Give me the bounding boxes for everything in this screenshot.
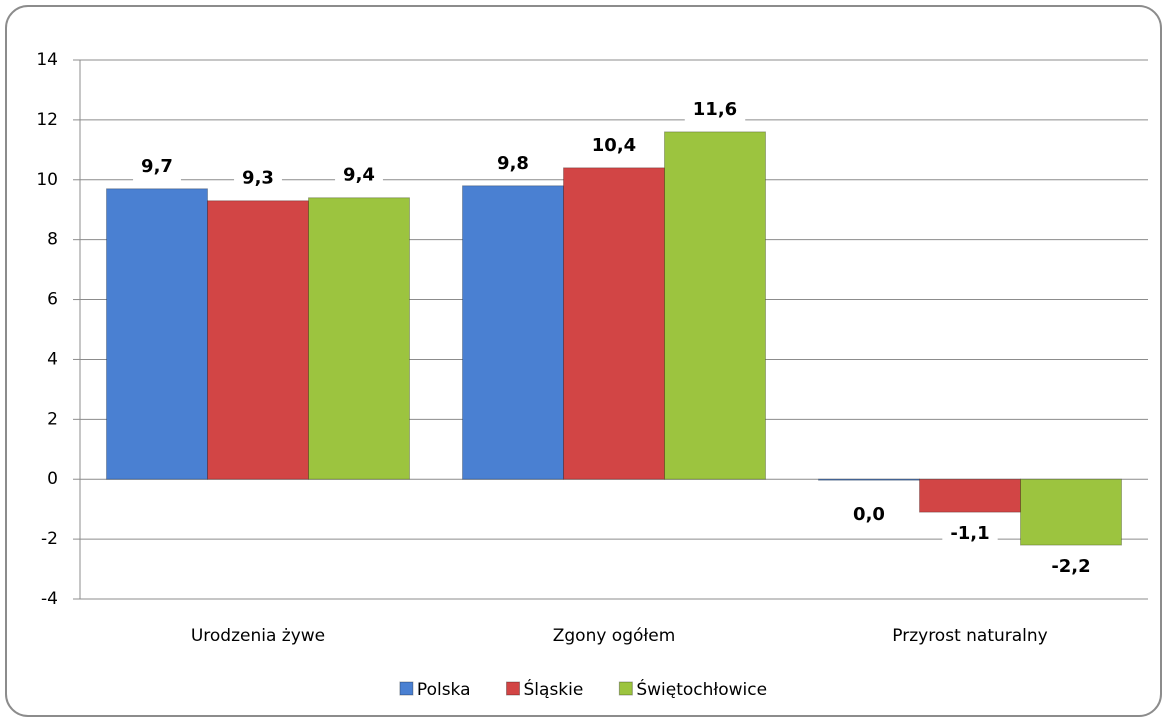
- bar: [818, 478, 920, 481]
- value-label-bg: [335, 161, 383, 190]
- y-tick-label: 14: [36, 50, 58, 70]
- value-label: 9,8: [497, 153, 529, 174]
- legend-swatch: [399, 681, 414, 696]
- y-tick-label: 12: [36, 110, 58, 130]
- y-tick-label: 0: [47, 469, 58, 489]
- value-label-bg: [845, 501, 893, 530]
- legend-swatch: [506, 681, 521, 696]
- value-label: 9,4: [343, 165, 375, 186]
- y-tick-label: -4: [41, 589, 58, 609]
- bar: [462, 185, 564, 480]
- x-tick-label: Zgony ogółem: [553, 626, 676, 646]
- value-label: 11,6: [693, 99, 737, 120]
- value-label: 9,3: [242, 168, 274, 189]
- bar: [308, 197, 410, 480]
- x-tick-label: Przyrost naturalny: [892, 626, 1047, 646]
- legend-swatch: [618, 681, 633, 696]
- y-tick-label: -2: [41, 529, 58, 549]
- value-label-bg: [684, 95, 746, 124]
- y-tick-label: 6: [47, 290, 58, 310]
- y-tick-label: 2: [47, 409, 58, 429]
- bar: [207, 200, 309, 480]
- value-label-bg: [489, 149, 537, 178]
- bar: [563, 167, 665, 480]
- value-label: 0,0: [853, 504, 885, 525]
- bar: [919, 478, 1021, 513]
- bar: [106, 188, 208, 480]
- y-tick-label: 10: [36, 170, 58, 190]
- y-tick-label: 8: [47, 230, 58, 250]
- value-label: -1,1: [950, 523, 989, 544]
- value-label-bg: [133, 152, 181, 181]
- y-tick-label: 4: [47, 349, 58, 369]
- x-tick-label: Urodzenia żywe: [191, 626, 325, 646]
- value-label: -2,2: [1051, 556, 1090, 577]
- bar: [1020, 478, 1122, 546]
- value-label: 9,7: [141, 156, 173, 177]
- legend-label: Śląskie: [524, 678, 584, 700]
- legend-label: Polska: [417, 680, 471, 700]
- value-label-bg: [1043, 553, 1099, 582]
- value-label: 10,4: [592, 135, 636, 156]
- bar: [664, 131, 766, 480]
- value-label-bg: [234, 164, 282, 193]
- legend-label: Świętochłowice: [636, 678, 767, 700]
- value-label-bg: [583, 131, 645, 160]
- value-label-bg: [942, 520, 998, 549]
